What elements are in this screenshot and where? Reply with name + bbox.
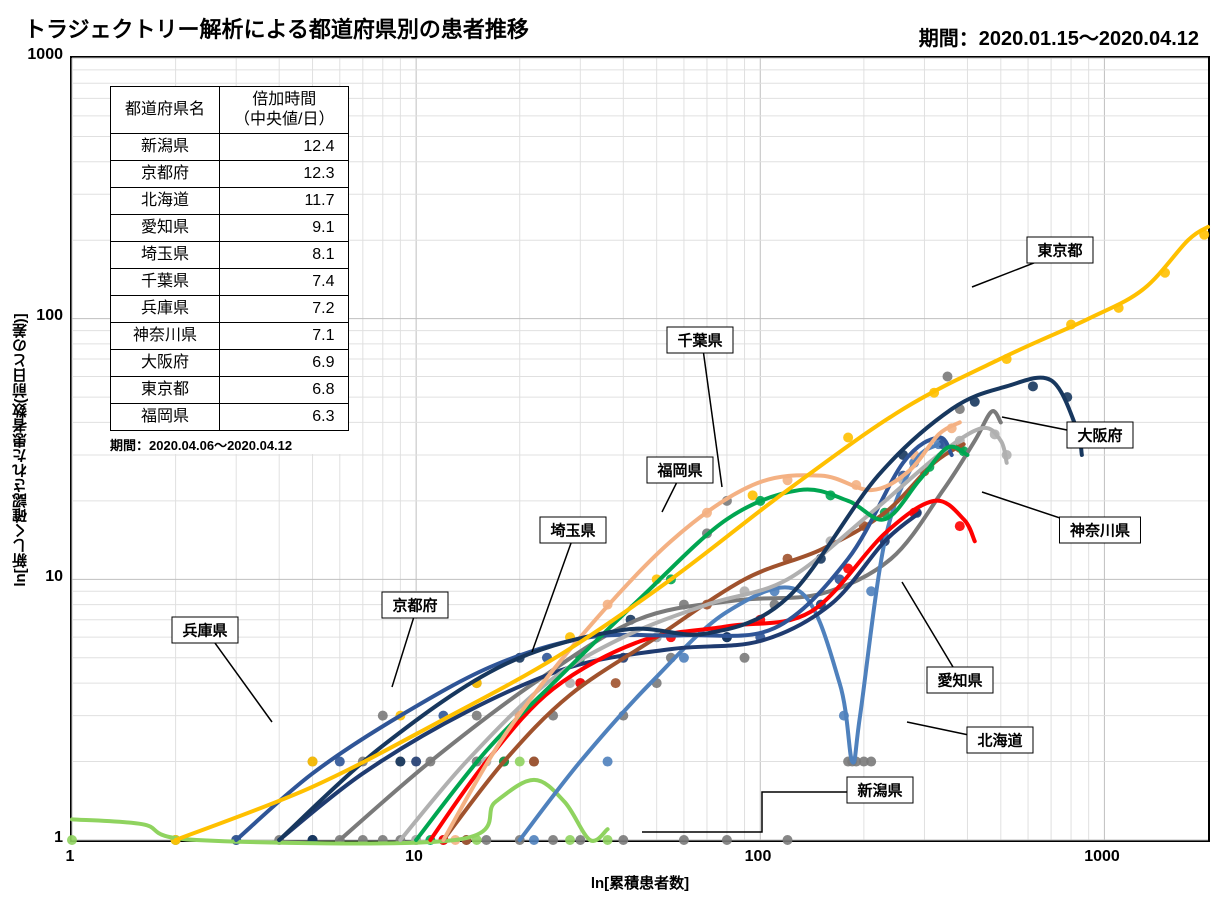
table-row: 神奈川県7.1	[111, 323, 349, 350]
table-cell-name: 愛知県	[111, 215, 220, 242]
doubling-time-table: 都道府県名 倍加時間 （中央値/日） 新潟県12.4京都府12.3北海道11.7…	[110, 86, 349, 454]
x-tick-100: 100	[745, 848, 772, 866]
callout-label: 神奈川県	[1059, 517, 1141, 544]
y-axis-label: ln[新しく確認された患者数(前日との差)]	[10, 313, 31, 586]
table-row: 兵庫県7.2	[111, 296, 349, 323]
table-cell-value: 7.2	[220, 296, 349, 323]
table-caption: 期間：2020.04.06～2020.04.12	[110, 435, 349, 454]
table-cell-value: 12.4	[220, 134, 349, 161]
y-tick-10: 10	[3, 568, 63, 586]
table-cell-name: 千葉県	[111, 269, 220, 296]
y-tick-1: 1	[3, 829, 63, 847]
callout-label: 愛知県	[926, 667, 993, 694]
table-cell-name: 東京都	[111, 377, 220, 404]
table-row: 東京都6.8	[111, 377, 349, 404]
table-cell-value: 11.7	[220, 188, 349, 215]
table-cell-value: 9.1	[220, 215, 349, 242]
table-cell-value: 6.9	[220, 350, 349, 377]
table-cell-name: 埼玉県	[111, 242, 220, 269]
table-row: 愛知県9.1	[111, 215, 349, 242]
table-row: 大阪府6.9	[111, 350, 349, 377]
callout-label: 新潟県	[846, 777, 913, 804]
y-tick-100: 100	[3, 307, 63, 325]
callout-label: 千葉県	[666, 327, 733, 354]
chart-period: 期間：2020.01.15～2020.04.12	[919, 22, 1199, 51]
callout-label: 大阪府	[1066, 422, 1133, 449]
table-header-name: 都道府県名	[111, 87, 220, 134]
x-tick-10: 10	[405, 848, 423, 866]
table-row: 福岡県6.3	[111, 404, 349, 431]
table-row: 千葉県7.4	[111, 269, 349, 296]
table-cell-value: 6.8	[220, 377, 349, 404]
callout-label: 福岡県	[646, 457, 713, 484]
callout-label: 東京都	[1026, 237, 1093, 264]
table-cell-value: 6.3	[220, 404, 349, 431]
callout-label: 兵庫県	[171, 617, 238, 644]
callout-label: 北海道	[966, 727, 1033, 754]
y-tick-1000: 1000	[3, 46, 63, 64]
x-tick-1: 1	[66, 848, 75, 866]
table-cell-value: 7.4	[220, 269, 349, 296]
table-cell-value: 7.1	[220, 323, 349, 350]
table-cell-name: 北海道	[111, 188, 220, 215]
callout-label: 埼玉県	[539, 517, 606, 544]
table-cell-value: 8.1	[220, 242, 349, 269]
table-row: 京都府12.3	[111, 161, 349, 188]
callout-label: 京都府	[381, 592, 448, 619]
table-cell-name: 福岡県	[111, 404, 220, 431]
table-cell-name: 兵庫県	[111, 296, 220, 323]
table-cell-name: 新潟県	[111, 134, 220, 161]
table-row: 新潟県12.4	[111, 134, 349, 161]
table-cell-name: 神奈川県	[111, 323, 220, 350]
table-cell-name: 大阪府	[111, 350, 220, 377]
table-row: 北海道11.7	[111, 188, 349, 215]
table-header-value: 倍加時間 （中央値/日）	[220, 87, 349, 134]
table-row: 埼玉県8.1	[111, 242, 349, 269]
chart-title: トラジェクトリー解析による都道府県別の患者推移	[24, 12, 529, 44]
x-tick-1000: 1000	[1084, 848, 1120, 866]
table-cell-name: 京都府	[111, 161, 220, 188]
x-axis-label: ln[累積患者数]	[591, 872, 689, 893]
table-cell-value: 12.3	[220, 161, 349, 188]
